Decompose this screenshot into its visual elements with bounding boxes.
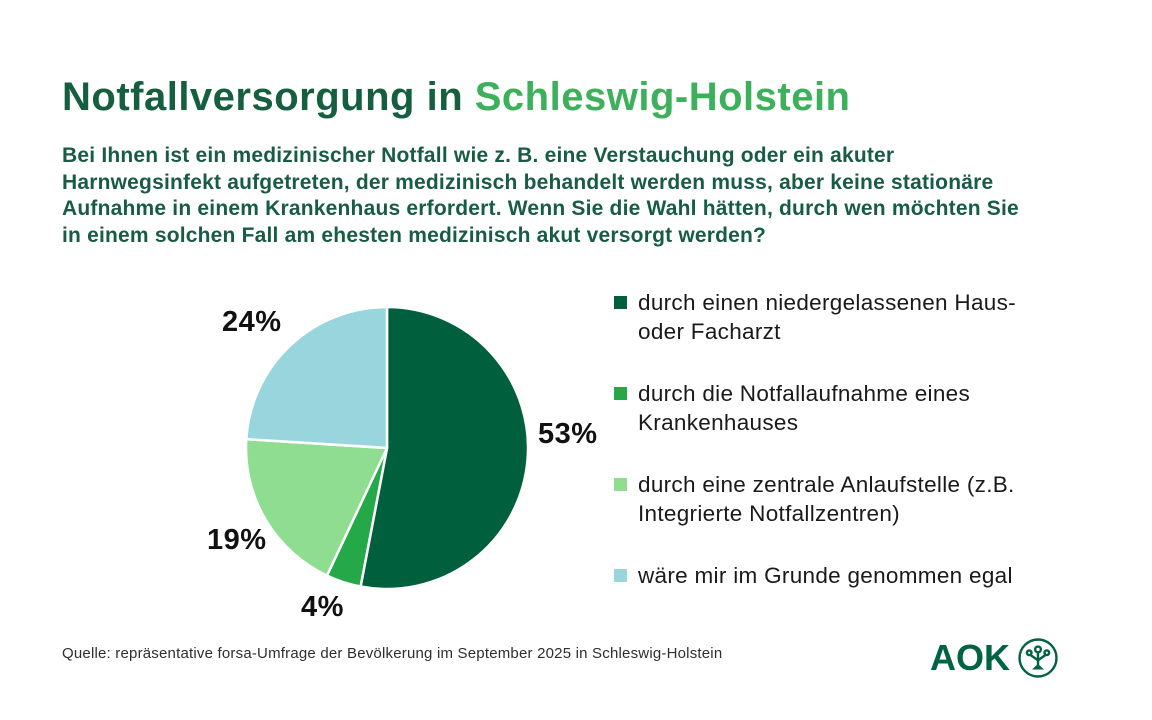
aok-logo-text: AOK [930,637,1010,678]
legend-item-anlaufstelle: durch eine zentrale Anlaufstelle (z.B. I… [614,470,1044,528]
legend-label: durch eine zentrale Anlaufstelle (z.B. I… [638,472,1015,526]
legend-swatch-dark-green-icon [614,296,627,309]
page-title-prefix: Notfallversorgung in [62,74,475,119]
pie-chart [237,298,537,598]
pie-svg [244,305,530,591]
legend-item-hausarzt: durch einen niedergelassenen Haus- oder … [614,288,1044,346]
aok-tree-icon [1018,638,1058,678]
legend-label: durch die Notfallaufnahme eines Krankenh… [638,381,971,435]
source-text: Quelle: repräsentative forsa-Umfrage der… [62,645,723,662]
legend-swatch-light-green-icon [614,478,627,491]
page-title-highlight: Schleswig-Holstein [474,74,851,119]
pie-slice-19pct [244,437,389,577]
aok-logo: AOK [930,636,1060,680]
pie-value-label-4: 4% [301,591,344,623]
pie-value-label-19: 19% [207,524,267,556]
question-text: Bei Ihnen ist ein medizinischer Notfall … [62,144,1019,247]
pie-value-label-24: 24% [222,306,282,338]
pie-slice-53pct [359,305,530,591]
pie-slice-24pct [245,305,389,450]
legend-label: wäre mir im Grunde genommen egal [638,563,1013,588]
legend-item-notfallaufnahme: durch die Notfallaufnahme eines Krankenh… [614,379,1044,437]
legend-swatch-light-blue-icon [614,569,627,582]
pie-value-label-53: 53% [538,418,598,450]
legend: durch einen niedergelassenen Haus- oder … [614,288,1044,590]
page-title: Notfallversorgung in Schleswig-Holstein [62,75,851,120]
legend-item-egal: wäre mir im Grunde genommen egal [614,561,1044,590]
legend-label: durch einen niedergelassenen Haus- oder … [638,290,1016,344]
legend-swatch-green-icon [614,387,627,400]
